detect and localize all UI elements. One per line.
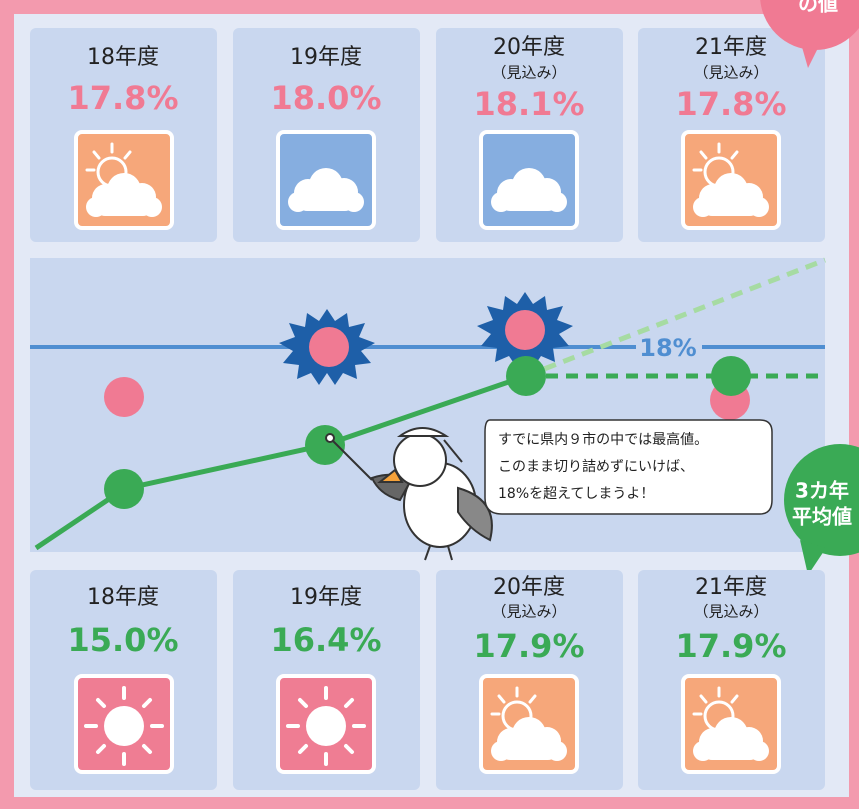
year: 20年度 [493, 35, 565, 60]
weather-icon [683, 676, 779, 772]
speech-line: 18%を超えてしまうよ！ [498, 486, 654, 502]
weather-icon [278, 676, 374, 772]
bird-head [394, 434, 446, 486]
page: 18年度 17.8% 19年度 18.0% 20年度 （見込み） 18.1% 2… [0, 0, 859, 809]
note: （見込み） [491, 64, 566, 82]
weather-icon [481, 676, 577, 772]
rate: 17.9% [473, 627, 584, 665]
year: 18年度 [87, 45, 159, 70]
rate: 15.0% [67, 621, 178, 659]
weather-icon [683, 132, 779, 228]
average-dot [305, 425, 345, 465]
rate: 17.8% [675, 85, 786, 123]
year: 20年度 [493, 575, 565, 600]
rate: 17.9% [675, 627, 786, 665]
weather-icon [76, 676, 172, 772]
year: 19年度 [290, 45, 362, 70]
weather-icon [481, 132, 577, 228]
side-note: 3カ年 [795, 479, 849, 503]
speech-line: このまま切り詰めずにいけば、 [498, 459, 694, 475]
weather-icon [278, 132, 374, 228]
average-dot [711, 356, 751, 396]
year: 19年度 [290, 585, 362, 610]
infographic: 18年度 17.8% 19年度 18.0% 20年度 （見込み） 18.1% 2… [0, 0, 859, 809]
pointer-tip [326, 434, 334, 442]
note: （見込み） [491, 603, 566, 621]
speech-line: すでに県内９市の中では最高値。 [498, 431, 708, 448]
rate-dot [309, 327, 349, 367]
note: （見込み） [693, 603, 768, 621]
year: 21年度 [695, 575, 767, 600]
side-note: 平均値 [792, 505, 852, 529]
rate: 16.4% [270, 621, 381, 659]
rate: 18.0% [270, 79, 381, 117]
year: 21年度 [695, 35, 767, 60]
weather-icon [76, 132, 172, 228]
rate-dot [505, 310, 545, 350]
rate: 17.8% [67, 79, 178, 117]
average-dot [104, 469, 144, 509]
reference-label: 18% [639, 334, 696, 362]
speech-bubble: すでに県内９市の中では最高値。 このまま切り詰めずにいけば、 18%を超えてしま… [485, 420, 772, 514]
rate-dot [104, 377, 144, 417]
corner-note: の値 [798, 0, 838, 16]
average-dot [506, 356, 546, 396]
rate: 18.1% [473, 85, 584, 123]
note: （見込み） [693, 64, 768, 82]
year: 18年度 [87, 585, 159, 610]
